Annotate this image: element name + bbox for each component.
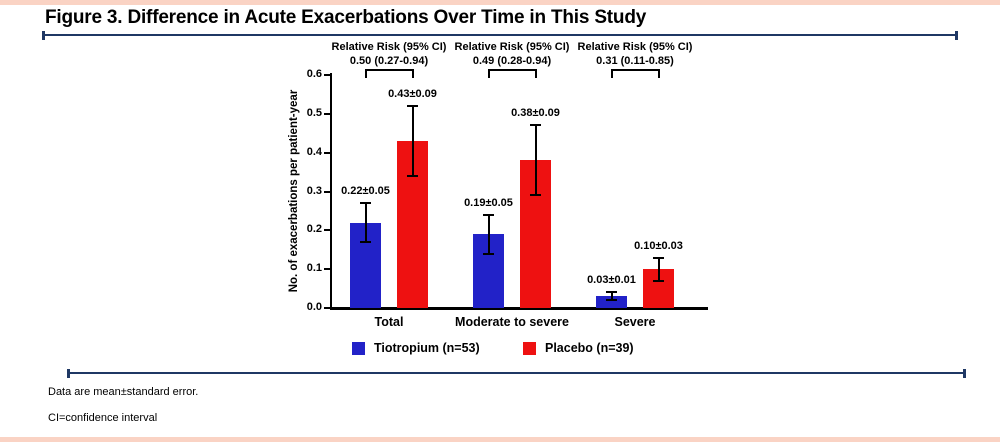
- placebo-legend-label: Placebo (n=39): [545, 341, 634, 355]
- error-bar-cap-bottom: [407, 174, 418, 177]
- category-label-severe: Severe: [614, 315, 656, 329]
- bar-value-label: 0.38±0.09: [511, 107, 560, 120]
- y-tick-label: 0.4: [306, 145, 322, 158]
- footnote-ci-note: CI=confidence interval: [48, 412, 158, 424]
- error-bar-cap-top: [360, 202, 371, 205]
- y-tick-mark: [324, 151, 330, 154]
- error-bar-cap-top: [483, 213, 494, 216]
- error-bar-cap-top: [407, 105, 418, 108]
- y-tick-mark: [324, 307, 330, 309]
- bar-tiotropium-severe: [596, 296, 627, 308]
- error-bar: [610, 292, 613, 301]
- relative-risk-annotation: Relative Risk (95% CI) 0.50 (0.27-0.94): [331, 41, 447, 67]
- bar-value-label: 0.43±0.09: [388, 88, 437, 101]
- category-label-total: Total: [374, 315, 404, 329]
- y-tick-label: 0.6: [306, 68, 322, 80]
- rule-endcap-right: [963, 368, 966, 378]
- placebo-swatch: [523, 341, 536, 355]
- relative-risk-annotation: Relative Risk (95% CI) 0.31 (0.11-0.85): [577, 41, 693, 67]
- y-tick-mark: [324, 268, 330, 271]
- bar-value-label: 0.19±0.05: [464, 196, 513, 209]
- tiotropium-swatch: [352, 341, 365, 355]
- y-axis-line: [330, 73, 332, 310]
- y-tick-mark: [324, 229, 330, 232]
- rule-endcap-left: [67, 368, 70, 378]
- error-bar-cap-bottom: [530, 194, 541, 197]
- top-accent-strip: [0, 0, 1000, 5]
- y-tick-label: 0.2: [306, 223, 322, 236]
- error-bar-cap-bottom: [653, 279, 664, 282]
- y-tick-label: 0.3: [306, 184, 322, 197]
- error-bar-cap-bottom: [483, 252, 494, 255]
- x-axis-line: [330, 307, 708, 310]
- footnote-data-note: Data are mean±standard error.: [48, 386, 199, 398]
- bottom-divider-rule: [67, 368, 966, 378]
- error-bar: [487, 214, 490, 254]
- error-bar-cap-top: [606, 291, 617, 294]
- category-label-moderate-to-severe: Moderate to severe: [455, 315, 569, 329]
- error-bar-cap-top: [653, 256, 664, 259]
- error-bar: [534, 125, 537, 196]
- error-bar: [364, 203, 367, 242]
- comparison-bracket: [610, 69, 660, 78]
- y-tick-mark: [324, 74, 330, 76]
- tiotropium-legend-label: Tiotropium (n=53): [374, 341, 480, 355]
- error-bar: [411, 106, 414, 176]
- error-bar-cap-bottom: [360, 240, 371, 243]
- rule-endcap-left: [42, 30, 45, 40]
- y-tick-mark: [324, 190, 330, 193]
- comparison-bracket: [487, 69, 537, 78]
- legend-item-placebo: Placebo (n=39): [523, 341, 634, 355]
- figure-title: Figure 3. Difference in Acute Exacerbati…: [45, 7, 647, 28]
- bar-value-label: 0.22±0.05: [341, 185, 390, 198]
- y-tick-label: 0.5: [306, 106, 322, 119]
- y-tick-label: 0.1: [306, 262, 322, 275]
- relative-risk-annotation: Relative Risk (95% CI) 0.49 (0.28-0.94): [454, 41, 570, 67]
- bar-value-label: 0.03±0.01: [587, 274, 636, 287]
- y-tick-mark: [324, 112, 330, 115]
- top-divider-rule: [42, 30, 958, 40]
- y-tick-label: 0.0: [306, 301, 322, 313]
- error-bar: [657, 257, 660, 281]
- comparison-bracket: [364, 69, 414, 78]
- bar-value-label: 0.10±0.03: [634, 239, 683, 252]
- error-bar-cap-bottom: [606, 299, 617, 302]
- error-bar-cap-top: [530, 124, 541, 127]
- bottom-accent-strip: [0, 437, 1000, 442]
- legend-item-tiotropium: Tiotropium (n=53): [352, 341, 480, 355]
- rule-endcap-right: [955, 30, 958, 40]
